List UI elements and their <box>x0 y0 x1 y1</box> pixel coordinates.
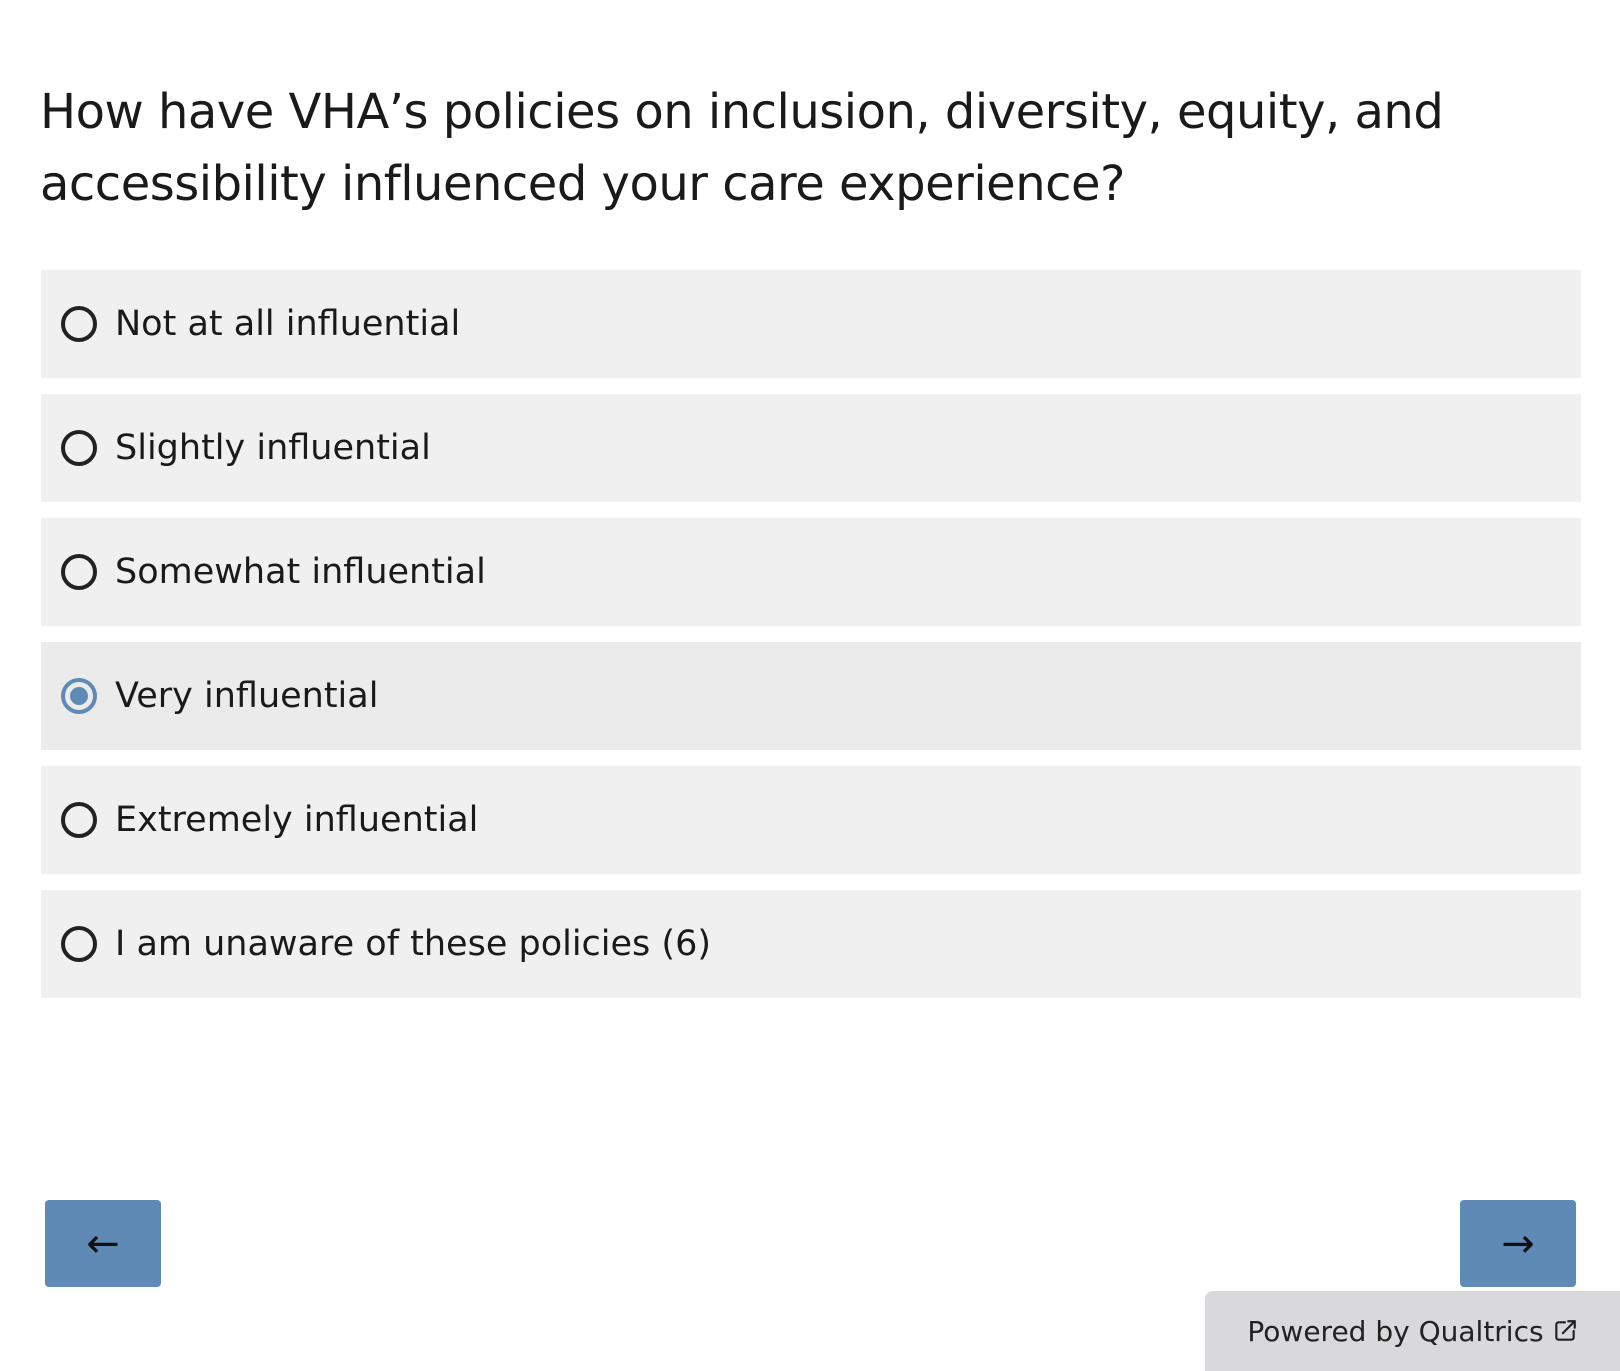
radio-button[interactable] <box>61 430 97 466</box>
radio-button[interactable] <box>61 926 97 962</box>
radio-button-selected[interactable] <box>61 678 97 714</box>
choice-label: Slightly influential <box>115 428 431 468</box>
choice-not-at-all-influential[interactable]: Not at all influential <box>41 270 1581 378</box>
radio-button[interactable] <box>61 802 97 838</box>
choice-label: Very influential <box>115 676 379 716</box>
choice-slightly-influential[interactable]: Slightly influential <box>41 394 1581 502</box>
choice-extremely-influential[interactable]: Extremely influential <box>41 766 1581 874</box>
choice-somewhat-influential[interactable]: Somewhat influential <box>41 518 1581 626</box>
powered-by-qualtrics-link[interactable]: Powered by Qualtrics <box>1205 1291 1620 1371</box>
choice-unaware-of-policies[interactable]: I am unaware of these policies (6) <box>41 890 1581 998</box>
radio-button[interactable] <box>61 306 97 342</box>
powered-by-text: Powered by Qualtrics <box>1247 1314 1544 1348</box>
choice-very-influential[interactable]: Very influential <box>41 642 1581 750</box>
choice-list: Not at all influential Slightly influent… <box>41 270 1581 1014</box>
radio-button[interactable] <box>61 554 97 590</box>
choice-label: Somewhat influential <box>115 552 486 592</box>
back-button[interactable]: ← <box>45 1200 161 1287</box>
next-button[interactable]: → <box>1460 1200 1576 1287</box>
choice-label: Not at all influential <box>115 304 461 344</box>
question-text: How have VHA’s policies on inclusion, di… <box>40 84 1444 212</box>
external-link-icon <box>1554 1320 1576 1341</box>
choice-label: Extremely influential <box>115 800 479 840</box>
choice-label: I am unaware of these policies (6) <box>115 924 711 964</box>
